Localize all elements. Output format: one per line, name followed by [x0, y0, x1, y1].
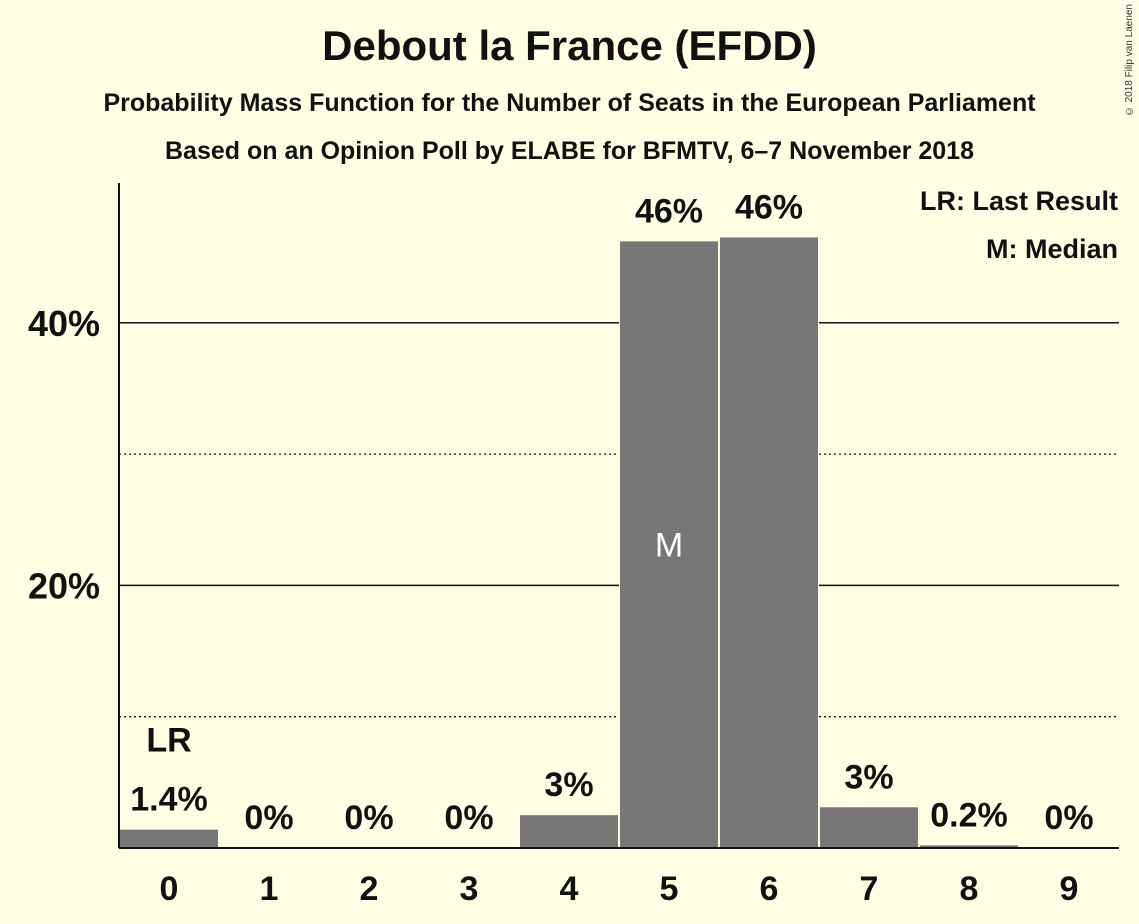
bar-value-label: 3% — [844, 758, 893, 796]
bar — [120, 829, 218, 848]
bar-value-label: 46% — [635, 192, 703, 230]
poll-source: Based on an Opinion Poll by ELABE for BF… — [165, 137, 974, 165]
x-tick-label: 2 — [360, 870, 379, 908]
x-tick-label: 8 — [960, 870, 979, 908]
x-tick-label: 3 — [460, 870, 479, 908]
chart-title: Debout la France (EFDD) — [322, 22, 817, 69]
bar-value-label: 1.4% — [130, 781, 208, 819]
x-tick-label: 1 — [260, 870, 279, 908]
chart-subtitle: Probability Mass Function for the Number… — [103, 89, 1036, 117]
bar — [920, 845, 1018, 848]
x-tick-label: 9 — [1060, 870, 1079, 908]
y-tick-label: 20% — [28, 565, 100, 606]
bar-value-label: 0.2% — [930, 796, 1008, 834]
bar — [720, 237, 818, 848]
bar-value-label: 0% — [244, 799, 293, 837]
bar-value-label: 0% — [1044, 799, 1093, 837]
x-tick-label: 5 — [660, 870, 679, 908]
bar-value-label: 46% — [735, 188, 803, 226]
bar-value-label: 0% — [444, 799, 493, 837]
median-marker: M — [655, 527, 683, 565]
x-tick-label: 7 — [860, 870, 879, 908]
bar — [820, 807, 918, 848]
bar — [620, 241, 718, 849]
x-tick-label: 4 — [560, 870, 579, 908]
last-result-marker: LR — [146, 722, 191, 760]
y-tick-label: 40% — [28, 303, 100, 344]
legend-last-result: LR: Last Result — [920, 186, 1118, 216]
x-tick-label: 6 — [760, 870, 779, 908]
legend-median: M: Median — [986, 234, 1118, 264]
x-tick-label: 0 — [160, 870, 179, 908]
bar-value-label: 0% — [344, 799, 393, 837]
bar — [520, 815, 618, 848]
bar-value-label: 3% — [544, 766, 593, 804]
